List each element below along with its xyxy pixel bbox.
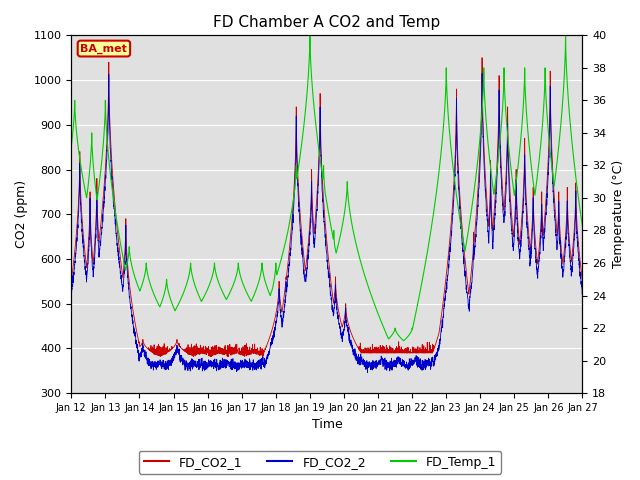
Y-axis label: CO2 (ppm): CO2 (ppm) [15, 180, 28, 248]
Legend: FD_CO2_1, FD_CO2_2, FD_Temp_1: FD_CO2_1, FD_CO2_2, FD_Temp_1 [139, 451, 501, 474]
Y-axis label: Temperature (°C): Temperature (°C) [612, 160, 625, 268]
Text: BA_met: BA_met [81, 43, 127, 54]
X-axis label: Time: Time [312, 419, 342, 432]
Title: FD Chamber A CO2 and Temp: FD Chamber A CO2 and Temp [213, 15, 440, 30]
